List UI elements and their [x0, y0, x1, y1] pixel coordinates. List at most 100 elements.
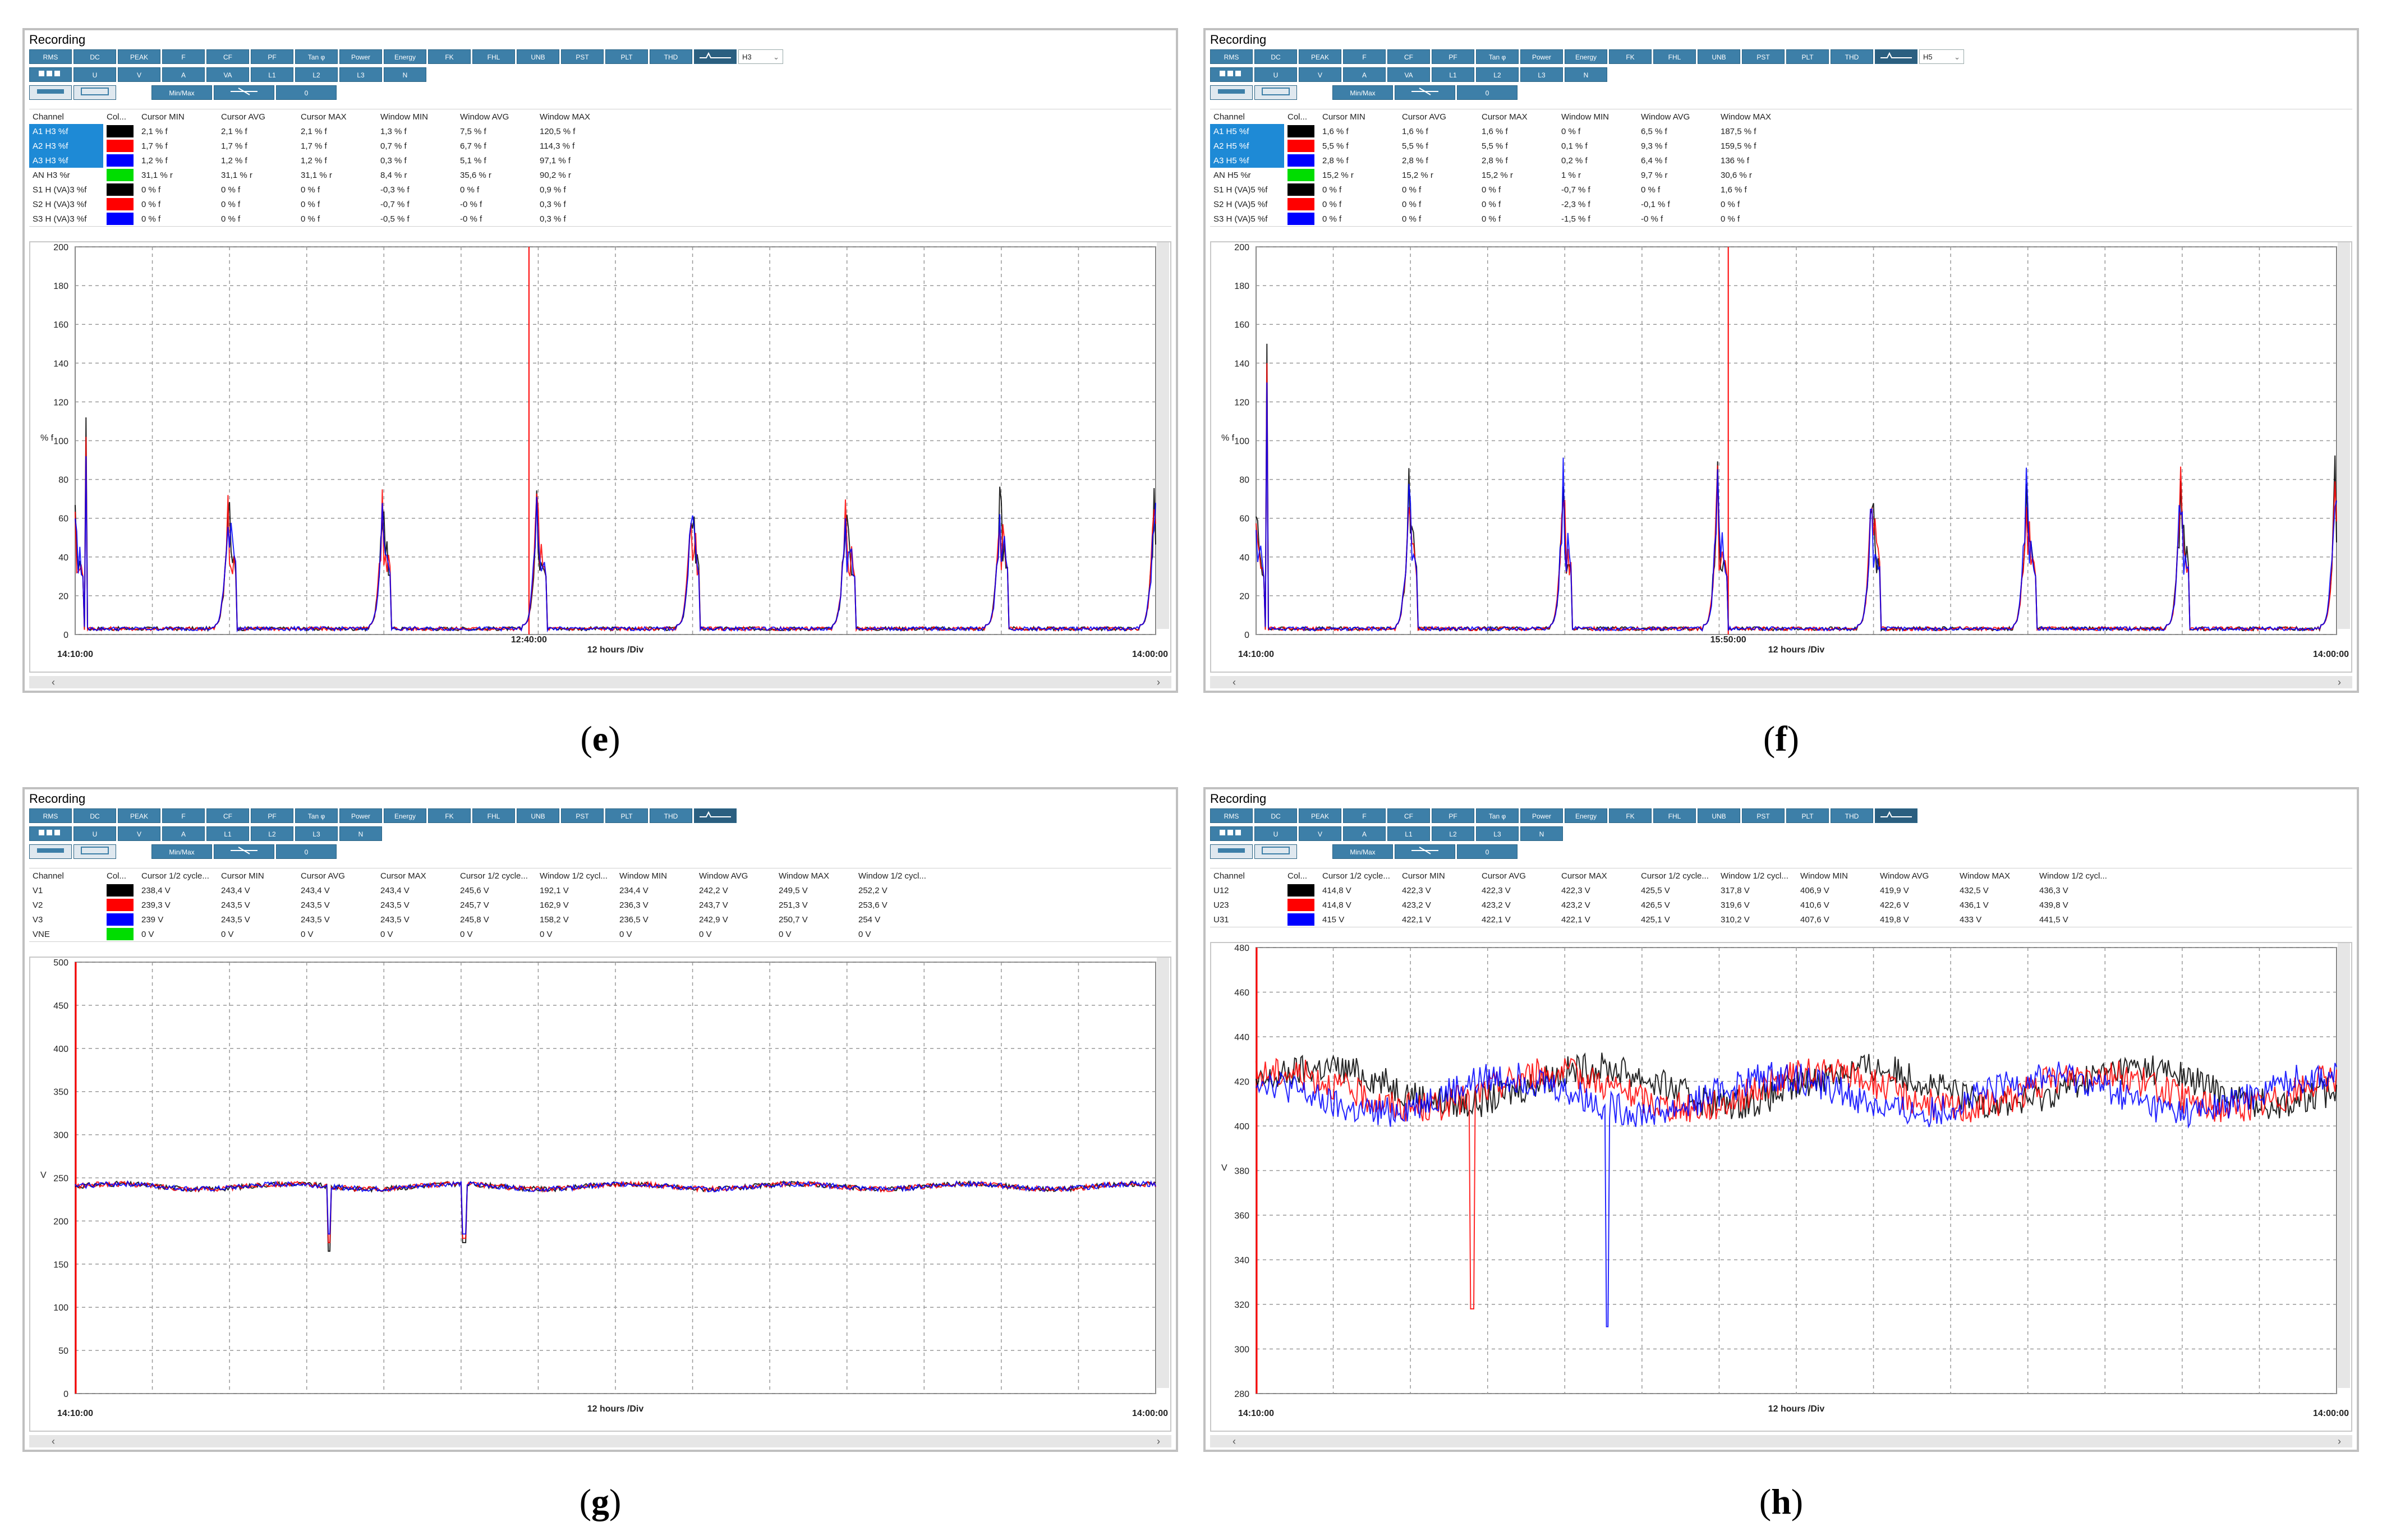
toolbar-button-pst[interactable]: PST — [1742, 808, 1785, 823]
link-icon-button[interactable] — [1395, 844, 1455, 859]
toolbar-button-fhl[interactable]: FHL — [472, 808, 515, 823]
toolbar-button-rms[interactable]: RMS — [29, 49, 72, 64]
link-icon-button[interactable] — [214, 844, 274, 859]
toolbar-button-unb[interactable]: UNB — [1698, 49, 1740, 64]
unit-button-n[interactable]: N — [384, 67, 426, 82]
unit-button-l3[interactable]: L3 — [1476, 826, 1519, 841]
vertical-scrollbar[interactable] — [2338, 943, 2350, 1388]
column-header[interactable]: Window MIN — [619, 871, 668, 881]
table-row[interactable]: A3 H5 %f 2,8 % f 2,8 % f 2,8 % f 0,2 % f 6,4 … — [1210, 153, 1797, 168]
toolbar-button-power[interactable]: Power — [1520, 808, 1563, 823]
table-row[interactable]: A3 H3 %f 1,2 % f 1,2 % f 1,2 % f 0,3 % f 5,1 … — [29, 153, 616, 168]
toolbar-button-dc[interactable]: DC — [1254, 49, 1297, 64]
toolbar-button-cf[interactable]: CF — [1387, 49, 1430, 64]
toolbar-button-cf[interactable]: CF — [1387, 808, 1430, 823]
unit-button-l2[interactable]: L2 — [1476, 67, 1519, 82]
toolbar-button-rms[interactable]: RMS — [1210, 49, 1253, 64]
column-header[interactable]: Window MIN — [380, 112, 429, 122]
toolbar-button-thd[interactable]: THD — [650, 808, 692, 823]
toolbar-button-energy[interactable]: Energy — [1565, 49, 1607, 64]
unit-button-a[interactable]: A — [162, 67, 205, 82]
unit-button-va[interactable]: VA — [206, 67, 249, 82]
column-header[interactable]: Window MIN — [1561, 112, 1610, 122]
unit-button-a[interactable]: A — [162, 826, 205, 841]
scroll-left-icon[interactable]: ‹ — [52, 1436, 55, 1447]
toolbar-button-rms[interactable]: RMS — [29, 808, 72, 823]
table-row[interactable]: S3 H (VA)3 %f 0 % f 0 % f 0 % f -0,5 % f -0 %… — [29, 212, 616, 226]
column-header[interactable]: Channel — [33, 871, 64, 881]
column-header[interactable]: Window MIN — [1800, 871, 1848, 881]
toolbar-button-fk[interactable]: FK — [428, 808, 471, 823]
column-header[interactable]: Cursor MAX — [1482, 112, 1528, 122]
toolbar-button-f[interactable]: F — [1343, 49, 1386, 64]
unit-button-l2[interactable]: L2 — [1432, 826, 1474, 841]
zero-button[interactable]: 0 — [276, 844, 337, 859]
unit-button-l3[interactable]: L3 — [339, 67, 382, 82]
table-row[interactable]: S1 H (VA)3 %f 0 % f 0 % f 0 % f -0,3 % f 0 % … — [29, 182, 616, 197]
toolbar-button-pf[interactable]: PF — [1432, 808, 1474, 823]
link-icon-button[interactable] — [214, 85, 274, 100]
horizontal-scrollbar[interactable]: ‹ › — [1210, 676, 2352, 688]
column-header[interactable]: Window 1/2 cycl... — [540, 871, 608, 881]
min-max-button[interactable]: Min/Max — [1332, 844, 1393, 859]
toolbar-button-f[interactable]: F — [1343, 808, 1386, 823]
table-row[interactable]: S3 H (VA)5 %f 0 % f 0 % f 0 % f -1,5 % f -0 %… — [1210, 212, 1797, 226]
toolbar-button-tan-[interactable]: Tan φ — [295, 49, 338, 64]
column-header[interactable]: Window MAX — [540, 112, 591, 122]
unit-button-u[interactable]: U — [1254, 67, 1297, 82]
toolbar-button-peak[interactable]: PEAK — [1299, 808, 1341, 823]
toolbar-button-pf[interactable]: PF — [251, 808, 293, 823]
vertical-scrollbar[interactable] — [2338, 242, 2350, 629]
scroll-left-icon[interactable]: ‹ — [1233, 1436, 1236, 1447]
column-header[interactable]: Channel — [1213, 112, 1245, 122]
toolbar-button-energy[interactable]: Energy — [384, 808, 426, 823]
screenshot-icon-button[interactable] — [29, 85, 72, 100]
toolbar-button-fhl[interactable]: FHL — [472, 49, 515, 64]
waveform-toggle-button[interactable] — [1875, 808, 1917, 823]
unit-button-va[interactable]: VA — [1387, 67, 1430, 82]
toolbar-button-power[interactable]: Power — [339, 49, 382, 64]
column-header[interactable]: Cursor MAX — [301, 112, 347, 122]
toolbar-button-tan-[interactable]: Tan φ — [1476, 49, 1519, 64]
unit-button-l3[interactable]: L3 — [295, 826, 338, 841]
toolbar-button-peak[interactable]: PEAK — [118, 49, 160, 64]
toolbar-button-fk[interactable]: FK — [1609, 808, 1652, 823]
table-row[interactable]: A1 H5 %f 1,6 % f 1,6 % f 1,6 % f 0 % f 6,5 % … — [1210, 124, 1797, 139]
phase-icon-button[interactable] — [1210, 826, 1253, 841]
phase-icon-button[interactable] — [29, 67, 72, 82]
zero-button[interactable]: 0 — [276, 85, 337, 100]
column-header[interactable]: Cursor AVG — [301, 871, 345, 881]
toolbar-button-f[interactable]: F — [162, 49, 205, 64]
table-row[interactable]: S2 H (VA)3 %f 0 % f 0 % f 0 % f -0,7 % f -0 %… — [29, 197, 616, 212]
toolbar-button-thd[interactable]: THD — [1831, 49, 1873, 64]
unit-button-l1[interactable]: L1 — [251, 67, 293, 82]
toolbar-button-plt[interactable]: PLT — [605, 808, 648, 823]
column-header[interactable]: Window AVG — [1641, 112, 1690, 122]
column-header[interactable]: Col... — [1287, 112, 1308, 122]
column-header[interactable]: Cursor MAX — [1561, 871, 1607, 881]
unit-button-a[interactable]: A — [1343, 826, 1386, 841]
column-header[interactable]: Cursor 1/2 cycle... — [1641, 871, 1709, 881]
toolbar-button-energy[interactable]: Energy — [384, 49, 426, 64]
toolbar-button-plt[interactable]: PLT — [1786, 49, 1829, 64]
vertical-scrollbar[interactable] — [1157, 242, 1169, 629]
column-header[interactable]: Cursor AVG — [1402, 112, 1446, 122]
table-row[interactable]: A2 H3 %f 1,7 % f 1,7 % f 1,7 % f 0,7 % f 6,7 … — [29, 139, 616, 153]
scroll-right-icon[interactable]: › — [2338, 677, 2341, 688]
screenshot-icon-button[interactable] — [1210, 85, 1253, 100]
toolbar-button-dc[interactable]: DC — [73, 808, 116, 823]
phase-icon-button[interactable] — [1210, 67, 1253, 82]
vertical-scrollbar[interactable] — [1157, 958, 1169, 1388]
unit-button-u[interactable]: U — [73, 826, 116, 841]
min-max-button[interactable]: Min/Max — [151, 85, 212, 100]
scroll-right-icon[interactable]: › — [2338, 1436, 2341, 1447]
horizontal-scrollbar[interactable]: ‹ › — [29, 1435, 1171, 1447]
toolbar-button-tan-[interactable]: Tan φ — [295, 808, 338, 823]
trend-chart[interactable]: 200 180 160 140 120 100 80 60 40 20 0% f 14:10:00 14… — [29, 241, 1171, 673]
zero-button[interactable]: 0 — [1457, 844, 1518, 859]
column-header[interactable]: Cursor MIN — [141, 112, 185, 122]
toolbar-button-power[interactable]: Power — [339, 808, 382, 823]
toolbar-button-power[interactable]: Power — [1520, 49, 1563, 64]
toolbar-button-dc[interactable]: DC — [1254, 808, 1297, 823]
toolbar-button-fhl[interactable]: FHL — [1653, 808, 1696, 823]
